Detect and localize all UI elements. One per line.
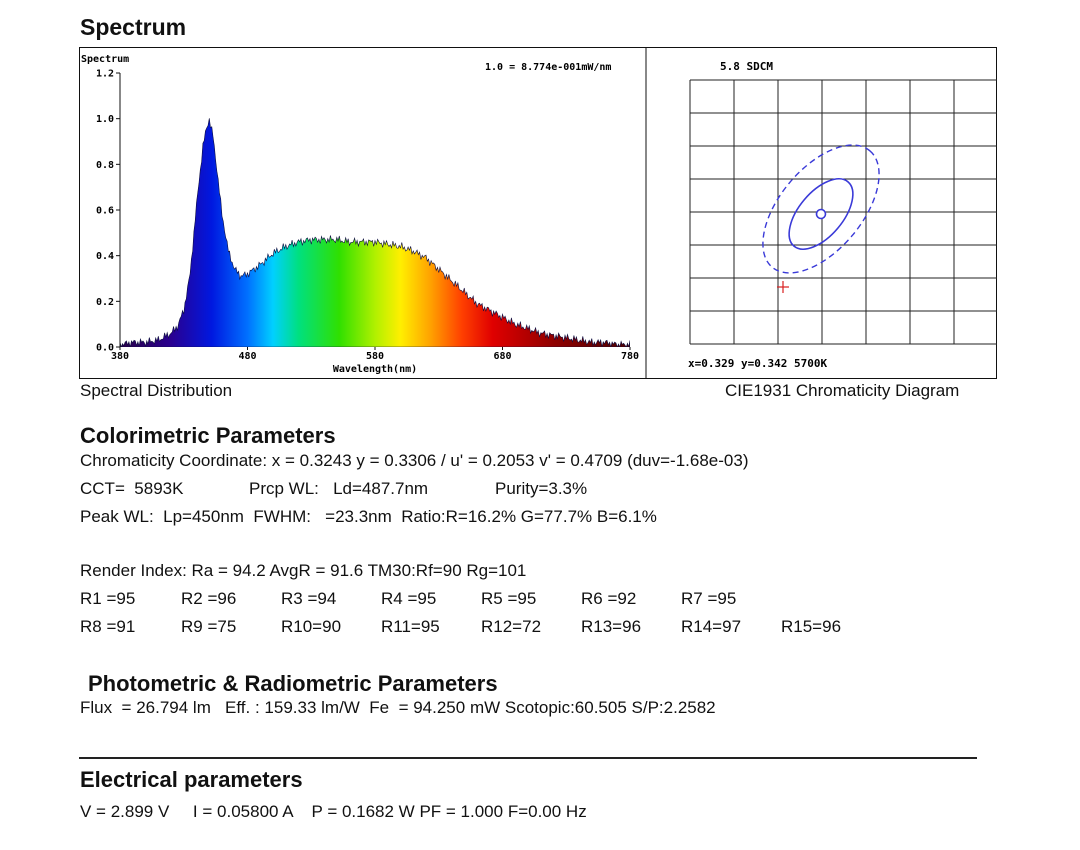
r-value: R14=97	[681, 617, 742, 636]
y-tick-label: 0.0	[96, 343, 114, 354]
spectrum-chart-title: Spectrum	[81, 54, 129, 65]
spectrum-heading: Spectrum	[80, 14, 187, 40]
colorimetric-heading: Colorimetric Parameters	[80, 423, 336, 448]
spectrum-figure: Spectrum 1.0 = 8.774e-001mW/nm 0.0 0.2 0.4…	[79, 47, 997, 379]
r-value: R1 =95	[80, 589, 136, 608]
cie-target-marker	[777, 281, 789, 293]
r-value: R6 =92	[581, 589, 637, 608]
cie-ellipse-outer	[762, 144, 880, 274]
cie-readout: x=0.329 y=0.342 5700K	[688, 357, 827, 370]
y-tick-label: 1.2	[96, 69, 114, 80]
x-ticks: 380 480 580 680 780	[111, 347, 639, 362]
x-tick-label: 680	[493, 351, 511, 362]
photometric-heading: Photometric & Radiometric Parameters	[88, 671, 498, 696]
r-value: R3 =94	[281, 589, 337, 608]
prcp-wl-value: Prcp WL: Ld=487.7nm	[249, 479, 429, 498]
purity-value: Purity=3.3%	[495, 479, 588, 498]
r-value: R9 =75	[181, 617, 237, 636]
cie-ellipse-inner	[788, 178, 854, 250]
cie-sdcm-label: 5.8 SDCM	[720, 60, 773, 73]
spectrum-caption: Spectral Distribution	[80, 381, 233, 400]
r-value: R5 =95	[481, 589, 537, 608]
cct-value: CCT= 5893K	[80, 479, 184, 498]
x-tick-label: 380	[111, 351, 129, 362]
y-tick-label: 0.4	[96, 251, 114, 262]
r-value: R15=96	[781, 617, 842, 636]
y-ticks: 0.0 0.2 0.4 0.6 0.8 1.0 1.2	[96, 69, 120, 354]
y-tick-label: 1.0	[96, 114, 114, 125]
r-value: R12=72	[481, 617, 542, 636]
cie-grid	[689, 79, 997, 345]
r-value: R13=96	[581, 617, 642, 636]
cie-point-marker	[815, 208, 827, 220]
cie-caption: CIE1931 Chromaticity Diagram	[725, 381, 960, 400]
y-tick-label: 0.2	[96, 297, 114, 308]
electrical-heading: Electrical parameters	[80, 767, 303, 792]
photometric-line: Flux = 26.794 lm Eff. : 159.33 lm/W Fe =…	[80, 698, 716, 717]
spectrum-area	[120, 118, 630, 347]
peak-wl-line: Peak WL: Lp=450nm FWHM: =23.3nm Ratio:R=…	[80, 507, 657, 526]
x-tick-label: 480	[238, 351, 256, 362]
r-value: R2 =96	[181, 589, 237, 608]
electrical-line: V = 2.899 V I = 0.05800 A P = 0.1682 W P…	[80, 802, 587, 821]
x-tick-label: 780	[621, 351, 639, 362]
r-value: R10=90	[281, 617, 342, 636]
r-value: R11=95	[381, 617, 440, 636]
chromaticity-line: Chromaticity Coordinate: x = 0.3243 y = …	[80, 451, 749, 470]
spectrum-scale-note: 1.0 = 8.774e-001mW/nm	[485, 62, 611, 73]
r-value: R8 =91	[80, 617, 136, 636]
figure-border	[79, 47, 997, 379]
r-value: R4 =95	[381, 589, 437, 608]
spectrum-xlabel: Wavelength(nm)	[333, 364, 417, 375]
y-tick-label: 0.8	[96, 160, 114, 171]
y-tick-label: 0.6	[96, 206, 114, 217]
section-divider	[79, 757, 977, 759]
x-tick-label: 580	[366, 351, 384, 362]
render-index-line: Render Index: Ra = 94.2 AvgR = 91.6 TM30…	[80, 561, 527, 580]
cie-ellipses	[762, 144, 880, 274]
r-value: R7 =95	[681, 589, 737, 608]
